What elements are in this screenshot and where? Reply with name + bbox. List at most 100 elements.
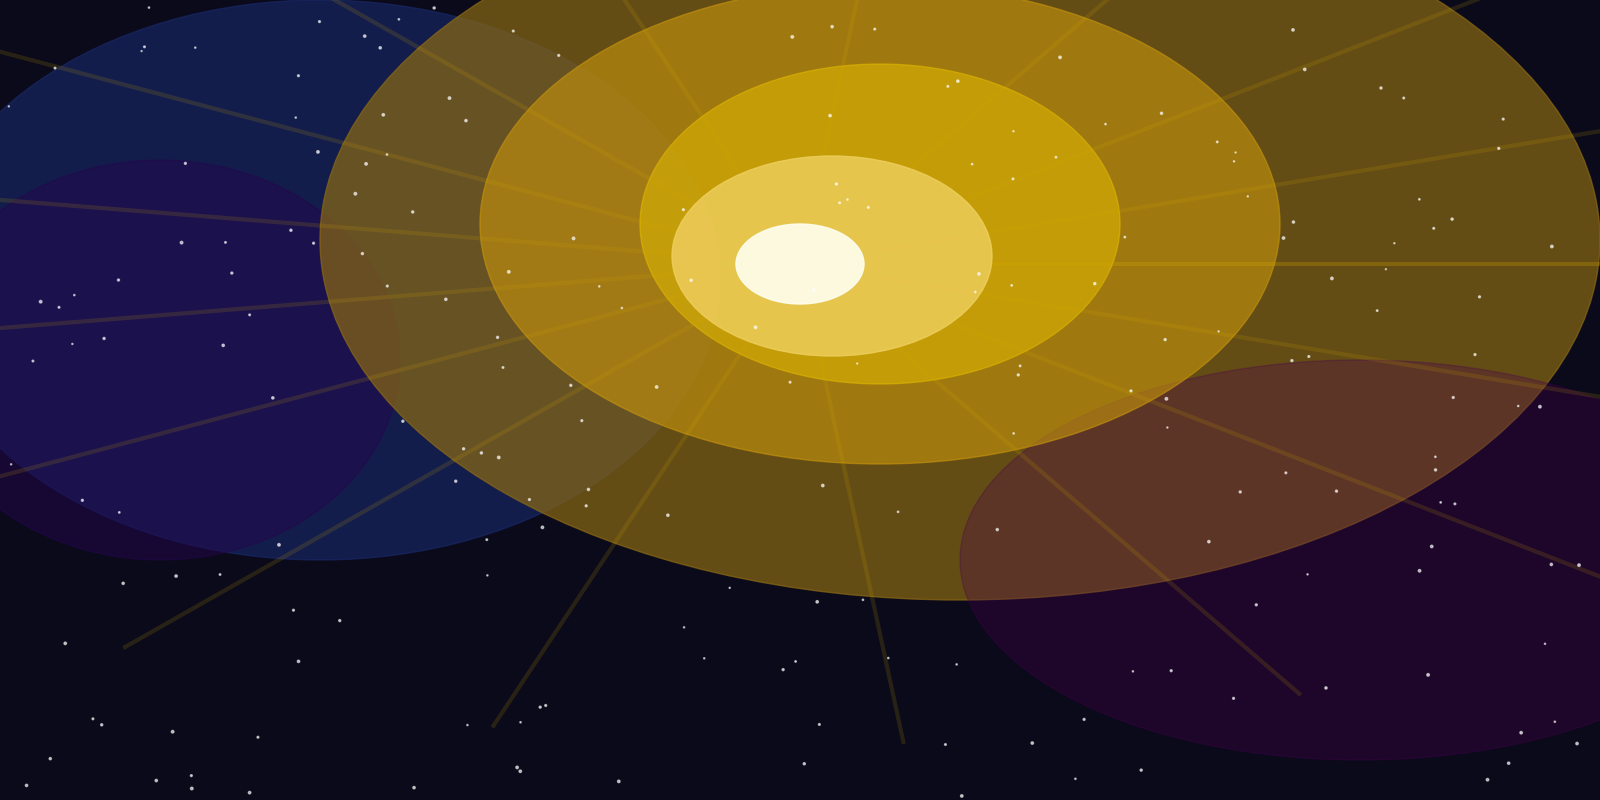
- Point: [27, 295, 53, 308]
- Point: [546, 49, 571, 62]
- Ellipse shape: [0, 160, 400, 560]
- Point: [182, 42, 208, 54]
- Text: Pf-α: Pf-α: [1179, 289, 1229, 309]
- Point: [386, 13, 411, 26]
- Point: [1442, 498, 1467, 510]
- Text: H: H: [506, 219, 525, 243]
- Ellipse shape: [379, 196, 405, 221]
- Point: [1539, 240, 1565, 253]
- Point: [819, 20, 845, 33]
- Point: [421, 2, 446, 14]
- Point: [1019, 737, 1045, 750]
- Point: [1048, 51, 1074, 64]
- Point: [856, 201, 882, 214]
- Point: [1509, 726, 1534, 739]
- Point: [1155, 421, 1181, 434]
- Point: [402, 782, 427, 794]
- Point: [278, 224, 304, 237]
- Point: [517, 493, 542, 506]
- Point: [1093, 118, 1118, 130]
- Point: [42, 62, 67, 74]
- Point: [107, 506, 133, 519]
- Point: [782, 655, 808, 668]
- Point: [850, 594, 875, 606]
- Point: [1120, 665, 1146, 678]
- Ellipse shape: [333, 219, 358, 244]
- Point: [1205, 135, 1230, 148]
- Text: [Methane is the most common source of H₂]: [Methane is the most common source of H₂…: [651, 691, 989, 706]
- Point: [1566, 558, 1592, 571]
- Point: [1221, 155, 1246, 168]
- Point: [792, 758, 818, 770]
- Point: [770, 663, 795, 676]
- Point: [490, 361, 515, 374]
- Point: [1318, 272, 1344, 285]
- Point: [1496, 757, 1522, 770]
- Point: [208, 568, 234, 581]
- Point: [933, 738, 958, 751]
- Point: [237, 309, 262, 322]
- Point: [1008, 359, 1034, 372]
- Point: [528, 701, 554, 714]
- Point: [160, 726, 186, 738]
- Point: [1381, 237, 1406, 250]
- Ellipse shape: [346, 123, 440, 218]
- Point: [1000, 125, 1026, 138]
- Point: [1072, 713, 1098, 726]
- Point: [1406, 193, 1432, 206]
- Point: [1427, 496, 1453, 509]
- Point: [136, 1, 162, 14]
- Point: [570, 414, 595, 427]
- Point: [1406, 564, 1432, 577]
- Point: [1291, 63, 1317, 76]
- Point: [1506, 399, 1531, 412]
- Text: Ly-α: Ly-α: [280, 289, 331, 309]
- Ellipse shape: [960, 360, 1600, 760]
- Point: [1475, 774, 1501, 786]
- Point: [390, 415, 416, 428]
- Point: [998, 279, 1024, 292]
- Point: [1440, 213, 1466, 226]
- Point: [576, 483, 602, 496]
- Point: [885, 506, 910, 518]
- Point: [326, 614, 352, 627]
- Point: [179, 782, 205, 795]
- Point: [261, 391, 286, 404]
- Point: [245, 731, 270, 744]
- Point: [475, 569, 501, 582]
- Point: [944, 658, 970, 671]
- Ellipse shape: [315, 219, 341, 244]
- Point: [1462, 348, 1488, 361]
- Point: [374, 148, 400, 161]
- Point: [283, 111, 309, 124]
- Point: [443, 474, 469, 487]
- Point: [1314, 682, 1339, 694]
- Point: [806, 718, 832, 731]
- Point: [1206, 325, 1232, 338]
- Point: [960, 158, 986, 170]
- Ellipse shape: [443, 219, 469, 244]
- Point: [286, 70, 312, 82]
- Point: [53, 637, 78, 650]
- Point: [778, 376, 803, 389]
- Point: [827, 197, 853, 210]
- Point: [1278, 354, 1304, 367]
- Point: [307, 15, 333, 28]
- Point: [1373, 262, 1398, 275]
- Point: [530, 521, 555, 534]
- Text: Ba-α: Ba-α: [581, 289, 637, 309]
- Point: [0, 458, 24, 470]
- Ellipse shape: [312, 151, 474, 311]
- Text: H: H: [382, 281, 402, 305]
- Point: [779, 30, 805, 43]
- Point: [1243, 598, 1269, 611]
- Point: [670, 203, 696, 216]
- Point: [1118, 385, 1144, 398]
- Point: [437, 92, 462, 105]
- Point: [835, 193, 861, 206]
- Point: [862, 22, 888, 35]
- Point: [805, 595, 830, 608]
- Point: [1421, 222, 1446, 234]
- Point: [474, 534, 499, 546]
- Point: [451, 442, 477, 455]
